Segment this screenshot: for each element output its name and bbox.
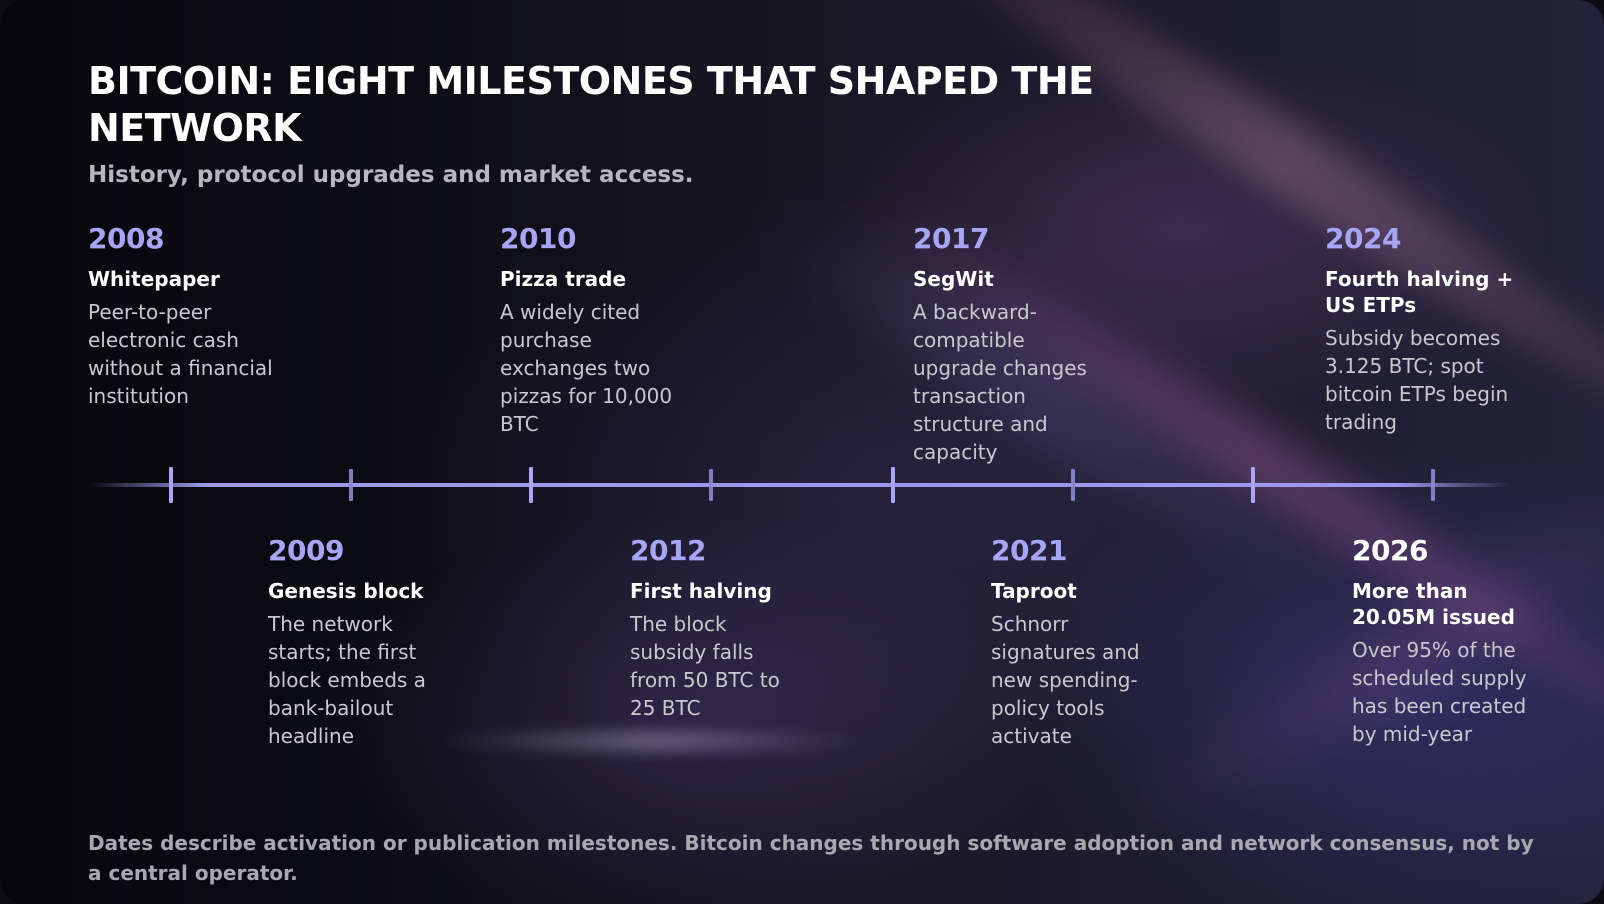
milestone-year: 2008 — [88, 222, 164, 255]
milestone-name: First halving — [630, 579, 772, 603]
milestone-2008: 2008 Whitepaper Peer-to-peer electronic … — [88, 222, 288, 410]
milestone-2017: 2017 SegWit A backward-compatible upgrad… — [913, 222, 1108, 466]
milestone-year: 2024 — [1325, 222, 1401, 255]
milestone-name: Whitepaper — [88, 267, 220, 291]
milestone-description: Schnorr signatures and new spending-poli… — [991, 612, 1140, 748]
milestone-description: A backward-compatible upgrade changes tr… — [913, 300, 1087, 464]
timeline-tick-2008 — [169, 467, 173, 503]
milestone-description: Subsidy becomes 3.125 BTC; spot bitcoin … — [1325, 326, 1509, 434]
page-subtitle: History, protocol upgrades and market ac… — [88, 162, 694, 188]
milestone-2021: 2021 Taproot Schnorr signatures and new … — [991, 534, 1176, 750]
milestone-2012: 2012 First halving The block subsidy fal… — [630, 534, 805, 722]
milestone-name: Pizza trade — [500, 267, 627, 291]
milestone-name: Genesis block — [268, 579, 424, 603]
milestone-description: Peer-to-peer electronic cash without a f… — [88, 300, 273, 408]
milestone-description: A widely cited purchase exchanges two pi… — [500, 300, 673, 436]
milestone-2009: 2009 Genesis block The network starts; t… — [268, 534, 448, 750]
timeline-tick-2021 — [1071, 469, 1075, 501]
milestone-year: 2010 — [500, 222, 576, 255]
milestone-year: 2009 — [268, 534, 344, 567]
milestone-name: More than 20.05M issued — [1352, 579, 1515, 629]
page-title: BITCOIN: EIGHT MILESTONES THAT SHAPED TH… — [88, 59, 1094, 150]
timeline-tick-2024 — [1251, 467, 1255, 503]
milestone-name: Taproot — [991, 579, 1077, 603]
milestone-year: 2017 — [913, 222, 989, 255]
timeline-tick-2026 — [1431, 469, 1435, 501]
timeline-tick-2012 — [709, 469, 713, 501]
milestone-name: Fourth halving + US ETPs — [1325, 267, 1514, 317]
timeline-tick-2017 — [891, 467, 895, 503]
milestone-description: The network starts; the first block embe… — [268, 612, 426, 748]
timeline-tick-2010 — [529, 467, 533, 503]
footnote: Dates describe activation or publication… — [88, 831, 1534, 885]
milestone-year: 2012 — [630, 534, 706, 567]
milestone-description: The block subsidy falls from 50 BTC to 2… — [630, 612, 780, 720]
milestone-2024: 2024 Fourth halving + US ETPs Subsidy be… — [1325, 222, 1525, 436]
timeline-tick-2009 — [349, 469, 353, 501]
milestone-year: 2026 — [1352, 534, 1428, 567]
timeline-axis — [90, 483, 1510, 487]
milestone-name: SegWit — [913, 267, 994, 291]
milestone-2026: 2026 More than 20.05M issued Over 95% of… — [1352, 534, 1552, 748]
milestone-2010: 2010 Pizza trade A widely cited purchase… — [500, 222, 685, 438]
background-streak — [430, 730, 870, 752]
milestone-description: Over 95% of the scheduled supply has bee… — [1352, 638, 1527, 746]
milestone-year: 2021 — [991, 534, 1067, 567]
